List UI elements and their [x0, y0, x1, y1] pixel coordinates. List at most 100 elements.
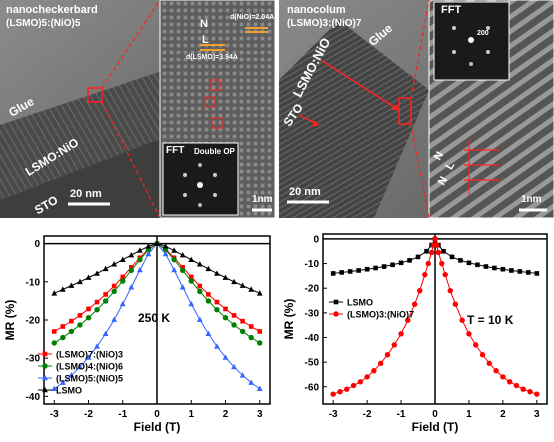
data-point — [119, 256, 126, 262]
data-point — [180, 265, 185, 270]
data-point — [330, 391, 336, 397]
data-point — [509, 268, 514, 273]
y-tick-label: -30 — [305, 308, 320, 319]
y-axis-label: MR (%) — [282, 299, 296, 340]
legend-label: (LSMO)7:(NiO)3 — [56, 350, 123, 360]
data-point — [214, 306, 220, 313]
tem-checkerboard-image — [0, 0, 275, 218]
data-point — [136, 247, 143, 253]
tem-title-line2: (LSMO)3:(NiO)7 — [287, 18, 362, 29]
tem-title-line1: nanocolum — [287, 4, 346, 16]
tem-panel-checkerboard: nanocheckerbard (LSMO)5:(NiO)5 Glue LSMO… — [0, 0, 275, 218]
data-point — [391, 342, 397, 348]
data-point — [422, 271, 428, 278]
data-point — [129, 265, 134, 270]
data-point — [256, 385, 263, 392]
data-point — [77, 363, 83, 370]
data-point — [179, 267, 186, 274]
data-point — [347, 269, 353, 274]
y-tick-label: -20 — [26, 316, 41, 327]
data-point — [222, 274, 229, 280]
data-point — [102, 265, 109, 272]
data-point — [534, 271, 540, 276]
data-point — [506, 379, 513, 385]
data-point — [534, 391, 540, 397]
data-point — [371, 368, 377, 374]
data-point — [205, 298, 212, 304]
data-point — [188, 274, 194, 280]
data-point — [384, 352, 391, 358]
data-point — [205, 330, 212, 337]
data-point — [441, 248, 446, 254]
series-1 — [330, 236, 540, 397]
legend-label: (LSMO)4:(NiO)6 — [56, 362, 123, 372]
data-point — [493, 368, 499, 374]
data-point — [137, 256, 143, 263]
legend-marker — [42, 374, 48, 381]
data-point — [60, 334, 66, 341]
data-point — [447, 287, 453, 294]
y-tick-label: 0 — [34, 239, 40, 250]
data-point — [188, 278, 194, 284]
data-point — [86, 306, 91, 312]
scale-bar-label: 20 nm — [70, 188, 102, 200]
data-point — [85, 315, 92, 321]
legend-entry: (LSMO)3:(NiO)7 — [329, 310, 414, 320]
data-point — [357, 379, 364, 385]
data-point — [68, 372, 75, 378]
data-point — [145, 243, 152, 249]
data-point — [473, 342, 479, 348]
data-point — [77, 322, 83, 328]
y-tick-label: -20 — [305, 284, 320, 295]
data-point — [205, 265, 212, 272]
data-point — [69, 318, 74, 324]
data-point — [171, 266, 178, 273]
data-point — [231, 313, 237, 318]
fft-label: FFT — [166, 145, 185, 156]
data-point — [145, 250, 152, 257]
y-tick-label: -50 — [305, 358, 320, 369]
data-point — [214, 343, 220, 349]
x-tick-label: 2 — [223, 409, 229, 420]
tem-title-line1: nanocheckerbard — [6, 4, 98, 16]
y-axis-label: MR (%) — [3, 300, 17, 341]
data-point — [513, 382, 520, 389]
data-point — [120, 278, 126, 284]
data-point — [94, 343, 100, 349]
data-point — [111, 316, 118, 322]
data-point — [231, 278, 237, 285]
legend-marker — [42, 351, 48, 357]
x-tick-label: 2 — [500, 409, 506, 420]
x-axis-label: Field (T) — [412, 420, 459, 434]
data-point — [398, 260, 404, 266]
data-point — [330, 271, 336, 276]
scale-bar-label: 20 nm — [289, 186, 321, 198]
data-point — [171, 247, 178, 253]
data-point — [381, 264, 387, 269]
data-point — [59, 286, 66, 292]
data-point — [214, 270, 220, 276]
data-point — [51, 290, 58, 296]
data-point — [428, 249, 435, 256]
data-point — [51, 340, 57, 346]
x-tick-label: 0 — [154, 409, 160, 420]
data-point — [449, 254, 455, 260]
data-point — [51, 385, 58, 392]
data-point — [77, 278, 83, 285]
data-point — [68, 282, 75, 288]
data-point — [517, 269, 523, 274]
data-point — [222, 354, 229, 360]
data-point — [475, 262, 480, 268]
data-point — [439, 260, 445, 267]
fft-note: Double OP — [194, 147, 235, 156]
legend-marker — [42, 386, 48, 393]
data-point — [231, 322, 237, 328]
chart-annotation: T = 10 K — [467, 313, 514, 327]
data-point — [248, 334, 254, 341]
legend-marker — [333, 311, 339, 317]
data-point — [162, 250, 169, 257]
legend-entry: LSMO — [329, 298, 373, 308]
data-point — [407, 258, 412, 263]
data-point — [196, 316, 203, 322]
